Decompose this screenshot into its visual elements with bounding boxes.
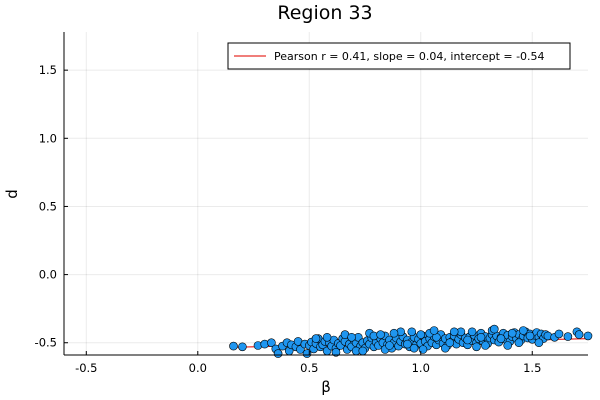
data-point: [418, 345, 428, 354]
x-tick-label: -0.5: [75, 361, 97, 375]
data-point: [472, 342, 481, 352]
y-tick-label: 1.0: [39, 131, 57, 145]
data-point: [574, 330, 584, 339]
data-point: [525, 331, 535, 341]
data-point: [489, 324, 499, 334]
y-tick-label: 0.0: [39, 268, 57, 282]
data-point: [229, 341, 238, 351]
data-point: [238, 342, 247, 352]
points-layer: [229, 324, 593, 358]
data-point: [463, 335, 472, 345]
legend: Pearson r = 0.41, slope = 0.04, intercep…: [227, 42, 571, 70]
data-point: [376, 330, 385, 339]
data-point: [476, 332, 486, 342]
chart-title: Region 33: [277, 2, 372, 24]
data-point: [385, 341, 394, 350]
data-point: [407, 327, 417, 337]
x-axis-label: β: [321, 378, 331, 396]
data-point: [467, 327, 477, 337]
x-tick-label: 1.5: [523, 361, 541, 375]
data-point: [347, 332, 356, 342]
legend-label: Pearson r = 0.41, slope = 0.04, intercep…: [274, 50, 545, 63]
data-point: [403, 339, 412, 349]
data-point: [554, 329, 564, 339]
data-point: [409, 343, 419, 353]
data-point: [358, 346, 368, 356]
legend-box: [227, 42, 571, 70]
y-tick-label: -0.5: [35, 336, 57, 350]
data-point: [481, 341, 490, 350]
y-tick-label: 0.5: [39, 199, 57, 213]
data-point: [518, 326, 528, 335]
data-point: [583, 331, 593, 341]
data-point: [331, 347, 341, 357]
data-point: [449, 327, 459, 337]
data-point: [507, 328, 517, 338]
data-point: [273, 349, 283, 358]
data-point: [416, 330, 426, 339]
x-tick-label: 0.5: [300, 361, 318, 375]
y-tick-label: 1.5: [39, 63, 57, 77]
axes: [63, 32, 588, 356]
data-point: [514, 338, 524, 348]
data-point: [322, 332, 332, 342]
data-point: [563, 332, 573, 341]
data-point: [496, 334, 506, 343]
x-tick-label: 0.0: [189, 361, 207, 375]
data-point: [503, 341, 513, 350]
x-tick-label: 1.0: [412, 361, 430, 375]
data-point: [445, 338, 455, 348]
data-point: [440, 343, 450, 353]
tick-labels: -0.5 0.0 0.5 1.0 1.5 -0.5 0.0 0.5 1.0 1.5: [35, 63, 542, 375]
grid: [64, 32, 588, 355]
data-point: [311, 334, 321, 343]
data-point: [429, 326, 439, 335]
y-axis-label: d: [3, 189, 21, 199]
data-point: [389, 328, 399, 338]
data-point: [534, 338, 544, 348]
data-point: [267, 338, 276, 348]
data-point: [302, 349, 312, 358]
